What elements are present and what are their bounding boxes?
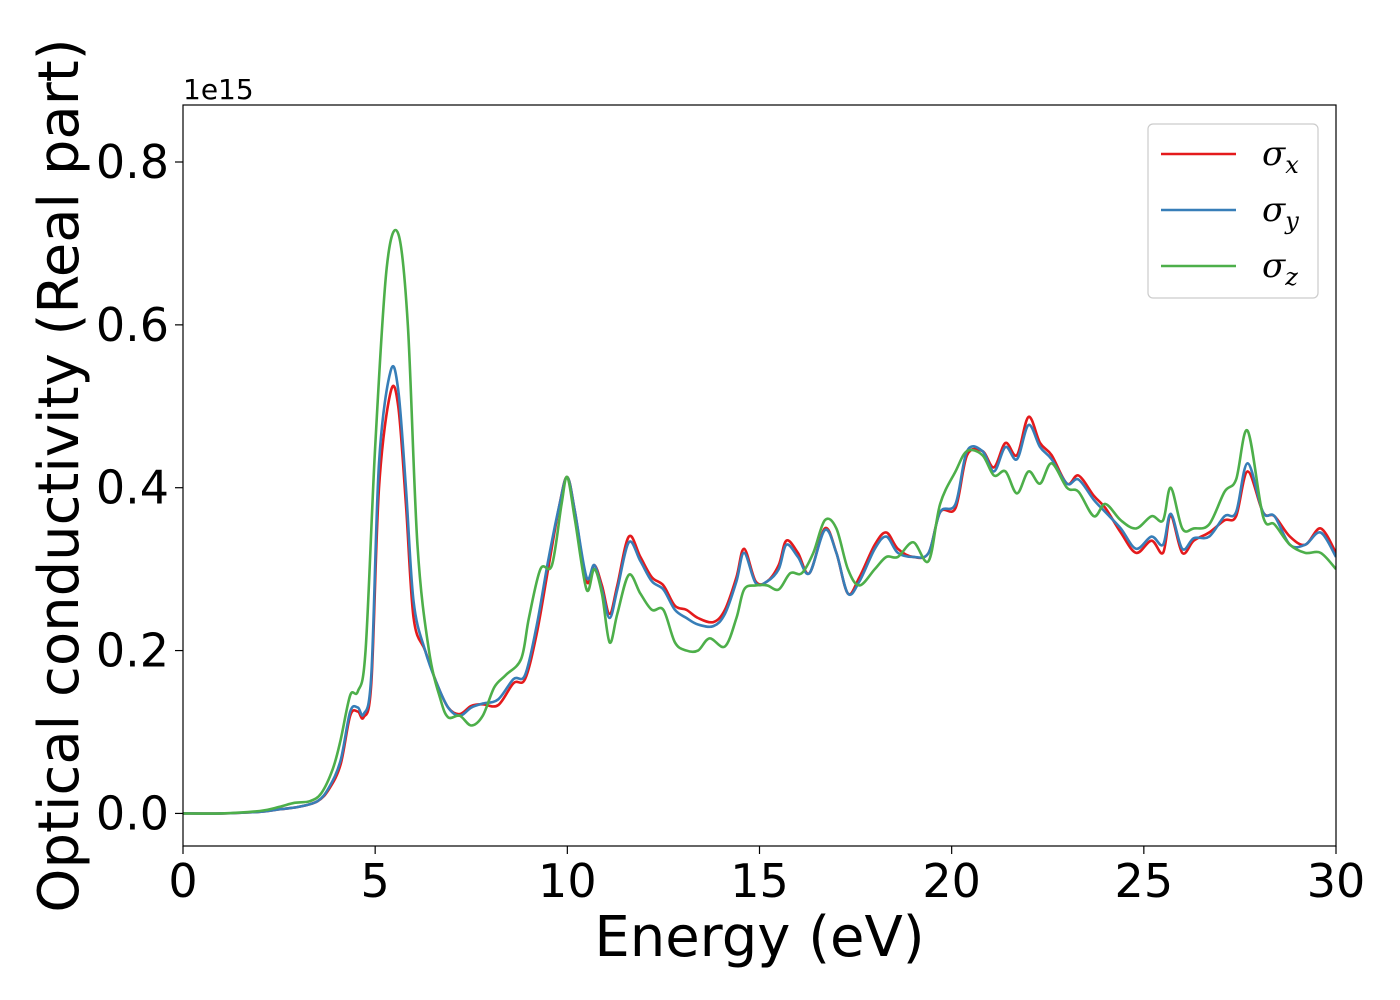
y-axis: 0.0 0.2 0.4 0.6 0.8	[96, 135, 183, 840]
y-offset-text: 1e15	[183, 73, 254, 106]
x-tick-label: 0	[168, 854, 197, 908]
legend: σx σy σz	[1147, 123, 1319, 299]
x-tick-label: 20	[922, 854, 981, 908]
y-tick-label: 0.6	[96, 298, 169, 352]
x-tick-label: 25	[1115, 854, 1174, 908]
y-tick-label: 0.2	[96, 624, 169, 678]
x-tick-label: 5	[361, 854, 390, 908]
x-axis: 0 5 10 15 20 25 30	[168, 846, 1365, 908]
y-tick-label: 0.0	[96, 786, 169, 840]
y-tick-label: 0.8	[96, 135, 169, 189]
series-line-y	[183, 365, 1336, 815]
plot-lines	[183, 228, 1336, 815]
legend-label-y: σy	[1262, 190, 1299, 235]
x-axis-title: Energy (eV)	[594, 905, 924, 970]
series-line-z	[183, 228, 1336, 815]
legend-label-x: σx	[1262, 134, 1299, 179]
x-tick-label: 15	[730, 854, 789, 908]
legend-label-z: σz	[1262, 246, 1298, 291]
y-tick-label: 0.4	[96, 461, 169, 515]
x-tick-label: 10	[538, 854, 597, 908]
y-axis-title: Optical conductivity (Real part)	[27, 38, 92, 912]
x-tick-label: 30	[1307, 854, 1366, 908]
